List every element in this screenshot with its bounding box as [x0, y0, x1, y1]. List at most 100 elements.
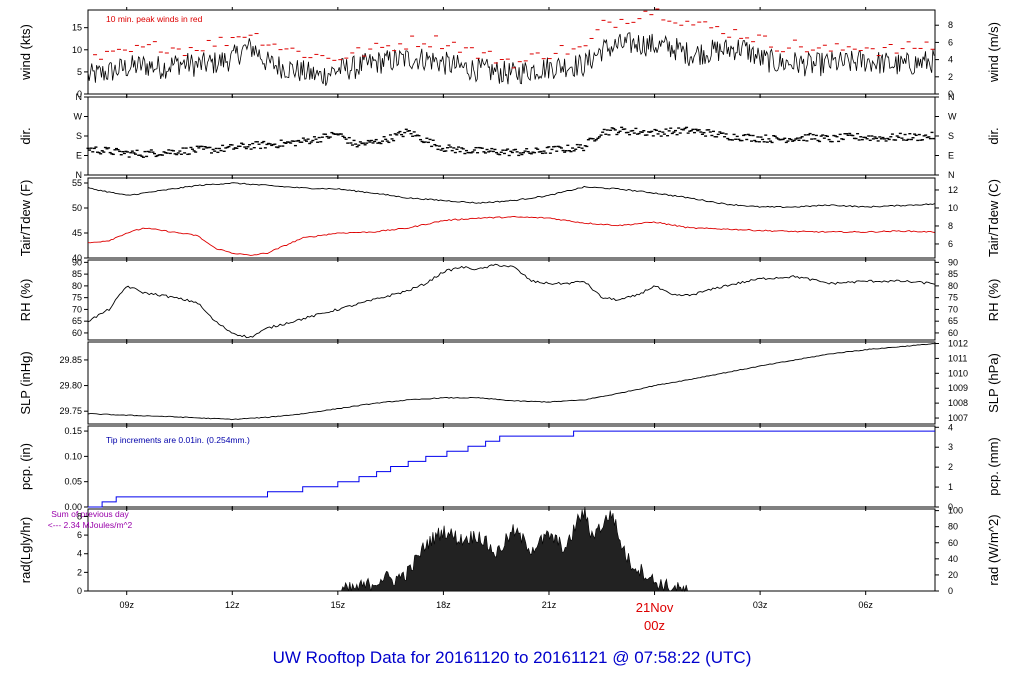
panel-slp-right-tick-label: 1007: [948, 413, 968, 423]
time-tick-label: 18z: [436, 600, 451, 610]
time-tick-label: 12z: [225, 600, 240, 610]
panel-wind-left-tick-label: 5: [77, 67, 82, 77]
panel-rh-left-tick-label: 65: [72, 316, 82, 326]
panel-dir-right-tick-label: N: [948, 92, 955, 102]
panel-rh-left-tick-label: 60: [72, 328, 82, 338]
panel-wind-left-tick-label: 10: [72, 45, 82, 55]
panel-tair-left-tick-label: 45: [72, 228, 82, 238]
panel-slp-right-label: SLP (hPa): [986, 353, 1001, 413]
panel-dir-left-tick-label: W: [74, 112, 83, 122]
panel-wind-annotation: 10 min. peak winds in red: [106, 14, 203, 24]
panel-rh-frame: [87, 259, 936, 341]
panel-rad-left-tick-label: 4: [77, 549, 82, 559]
panel-wind-left-label: wind (kts): [18, 24, 33, 81]
panel-rh-right-tick-label: 75: [948, 293, 958, 303]
panel-rad-right-tick-label: 80: [948, 522, 958, 532]
panel-wind: 10 min. peak winds in red: [87, 8, 936, 95]
panel-rad-right-tick-label: 0: [948, 586, 953, 596]
panel-dir-right-tick-label: E: [948, 151, 954, 161]
panel-pcp-right-tick-label: 1: [948, 482, 953, 492]
panel-rad: Sum of previous day<--- 2.34 MJoules/m^2: [48, 507, 936, 593]
panel-pcp-frame: [87, 425, 936, 508]
panel-wind-right-tick-label: 6: [948, 37, 953, 47]
panel-rh-right-label: RH (%): [986, 279, 1001, 322]
panel-slp-left-label: SLP (inHg): [18, 351, 33, 414]
panel-rh-left-label: RH (%): [18, 279, 33, 322]
panel-rh-right-tick-label: 90: [948, 257, 958, 267]
panel-pcp-annotation: Tip increments are 0.01in. (0.254mm.): [106, 435, 250, 445]
panel-rad-left-label: rad(Lgly/hr): [18, 517, 33, 583]
panel-dir-frame: [87, 96, 936, 176]
panel-slp-right-tick-label: 1008: [948, 398, 968, 408]
panel-slp-left-tick-label: 29.80: [59, 381, 82, 391]
panel-tair-right-tick-label: 10: [948, 203, 958, 213]
panel-rad-right-tick-label: 100: [948, 506, 963, 516]
panel-pcp-left-tick-label: 0.10: [64, 451, 82, 461]
figure-title: UW Rooftop Data for 20161120 to 20161121…: [272, 648, 752, 667]
panel-rh-left-tick-label: 70: [72, 304, 82, 314]
panel-tair-left-tick-label: 40: [72, 253, 82, 263]
panel-wind-left-tick-label: 0: [77, 89, 82, 99]
panel-slp-right-tick-label: 1011: [948, 353, 967, 363]
panel-rad-left-tick-label: 8: [77, 511, 82, 521]
panel-rh-right-tick-label: 60: [948, 328, 958, 338]
time-tick-label: 06z: [858, 600, 873, 610]
panel-pcp-left-tick-label: 0.00: [64, 502, 82, 512]
panel-rh-right-tick-label: 70: [948, 304, 958, 314]
panel-tair-right-tick-label: 6: [948, 239, 953, 249]
panel-dir-left-tick-label: N: [76, 92, 83, 102]
panel-dir-right-tick-label: W: [948, 112, 957, 122]
panel-dir-left-tick-label: S: [76, 131, 82, 141]
panel-rh-left-tick-label: 75: [72, 293, 82, 303]
panel-pcp-right-tick-label: 2: [948, 462, 953, 472]
panel-rh: [87, 259, 936, 341]
panel-slp-right-tick-label: 1009: [948, 383, 968, 393]
panel-tair-right-tick-label: 8: [948, 221, 953, 231]
date-sublabel: 00z: [644, 618, 665, 633]
panel-rad-right-tick-label: 40: [948, 554, 958, 564]
panel-dir-left-tick-label: E: [76, 151, 82, 161]
time-tick-label: 21z: [542, 600, 557, 610]
panel-tair-right-label: Tair/Tdew (C): [986, 179, 1001, 257]
panel-rh-right-tick-label: 85: [948, 269, 958, 279]
panel-rad-left-tick-label: 0: [77, 586, 82, 596]
panel-slp-right-tick-label: 1012: [948, 338, 968, 348]
time-tick-label: 15z: [331, 600, 346, 610]
tdew-line: [87, 216, 935, 256]
panel-pcp: Tip increments are 0.01in. (0.254mm.): [87, 425, 936, 508]
panel-wind-right-tick-label: 8: [948, 20, 953, 30]
panel-pcp-right-tick-label: 3: [948, 442, 953, 452]
panel-slp-frame: [87, 341, 936, 425]
panel-rad-left-tick-label: 2: [77, 567, 82, 577]
radiation-area: [88, 507, 935, 593]
time-tick-label: 03z: [753, 600, 768, 610]
panel-dir: [86, 96, 936, 176]
precip-step-line: [88, 430, 935, 508]
panel-tair: [87, 177, 936, 259]
time-tick-label: 09z: [119, 600, 134, 610]
panel-pcp-right-tick-label: 0: [948, 502, 953, 512]
panel-tair-left-tick-label: 50: [72, 203, 82, 213]
panel-rh-left-tick-label: 85: [72, 269, 82, 279]
panel-pcp-left-label: pcp. (in): [18, 443, 33, 490]
panel-rad-right-tick-label: 60: [948, 538, 958, 548]
panel-wind-right-label: wind (m/s): [986, 22, 1001, 83]
panel-pcp-right-label: pcp. (mm): [986, 437, 1001, 496]
panel-tair-left-label: Tair/Tdew (F): [18, 180, 33, 257]
date-label: 21Nov: [636, 600, 674, 615]
panel-rad-left-tick-label: 6: [77, 530, 82, 540]
panel-tair-right-tick-label: 12: [948, 185, 958, 195]
panel-dir-left-tick-label: N: [76, 170, 83, 180]
panel-wind-right-tick-label: 2: [948, 72, 953, 82]
panel-dir-right-label: dir.: [986, 127, 1001, 144]
panel-pcp-left-tick-label: 0.05: [64, 477, 82, 487]
panel-rad-annotation: Sum of previous day: [51, 509, 129, 519]
panel-pcp-left-tick-label: 0.15: [64, 426, 82, 436]
panel-rh-right-tick-label: 65: [948, 316, 958, 326]
panel-dir-right-tick-label: N: [948, 170, 955, 180]
panel-tair-frame: [87, 177, 936, 259]
wind-speed-line: [87, 32, 935, 86]
panel-rh-right-tick-label: 80: [948, 281, 958, 291]
panel-dir-left-label: dir.: [18, 127, 33, 144]
panel-wind-left-tick-label: 15: [72, 23, 82, 33]
